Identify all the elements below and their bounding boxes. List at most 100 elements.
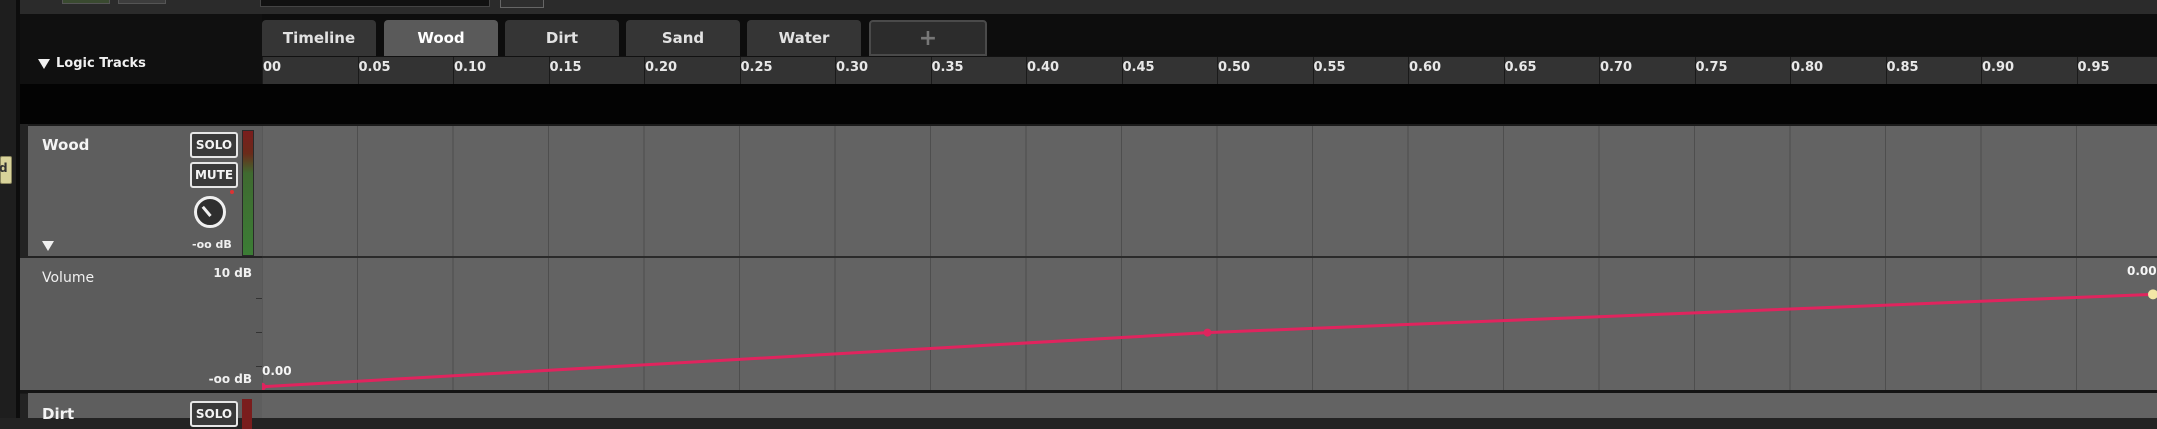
expand-triangle-icon (42, 241, 54, 251)
logic-tracks-spacer (20, 84, 2157, 124)
ruler-tick-label: 0.80 (1791, 60, 1824, 75)
ruler-tick-label: 0.15 (549, 60, 582, 75)
ruler-tick-line (1694, 57, 1696, 85)
track-timeline-area[interactable] (262, 393, 2157, 418)
add-tab-button[interactable]: + (869, 20, 987, 56)
mute-button[interactable]: MUTE (190, 162, 238, 188)
left-side-tag-label: d (0, 161, 8, 175)
tab-label: Dirt (545, 29, 579, 47)
level-meter (242, 399, 252, 429)
automation-point[interactable] (2148, 289, 2157, 300)
ruler-tick-line (1503, 57, 1505, 85)
ruler-tick-label: 0.40 (1027, 60, 1060, 75)
volume-lane-name: Volume (42, 270, 95, 286)
logic-tracks-label: Logic Tracks (56, 56, 146, 71)
ruler-tick-label: 0.45 (1122, 60, 1155, 75)
logic-tracks-toggle[interactable]: Logic Tracks (38, 56, 146, 71)
track-header-dirt: Dirt SOLO (28, 393, 262, 429)
tab-label: Water (778, 29, 830, 47)
plus-icon: + (918, 25, 938, 51)
ruler-tick-line (548, 57, 550, 85)
expand-triangle-icon (38, 58, 50, 69)
ruler-tick-label: 0.95 (2077, 60, 2110, 75)
left-edge-panel (0, 0, 16, 418)
scale-tick (256, 366, 262, 367)
ruler-tick-line (453, 57, 454, 85)
ruler-tick-line (1790, 57, 1791, 85)
ruler-tick-line (2076, 57, 2078, 85)
track-header-wood: Wood SOLO MUTE -oo dB (28, 124, 262, 258)
top-field-button[interactable] (500, 0, 544, 8)
automation-lane-canvas[interactable] (262, 126, 2157, 392)
knob-indicator-dot (230, 190, 234, 194)
ruler-tick-label: 0.10 (454, 60, 487, 75)
left-side-tag[interactable]: d (0, 156, 12, 184)
tab-water[interactable]: Water (747, 20, 861, 56)
ruler-tick-line (930, 57, 932, 85)
volume-min-label: -oo dB (208, 372, 252, 386)
ruler-tick-label: 0.50 (1218, 60, 1251, 75)
tab-wood[interactable]: Wood (384, 20, 498, 56)
solo-button[interactable]: SOLO (190, 401, 238, 427)
ruler-tick-label: 0.35 (931, 60, 964, 75)
top-toolbar-strip (20, 0, 2157, 14)
ruler-tick-line (1217, 57, 1218, 85)
ruler-tick-label: 00 (263, 60, 282, 75)
volume-max-label: 10 dB (213, 266, 252, 280)
ruler-tick-line (835, 57, 836, 85)
lane-divider (262, 256, 2157, 258)
track-expand-toggle[interactable] (42, 236, 54, 255)
ruler-tick-label: 0.25 (740, 60, 773, 75)
knob-needle-icon (201, 205, 212, 217)
level-meter (242, 130, 254, 256)
gain-readout: -oo dB (192, 238, 232, 251)
ruler-tick-label: 0.20 (645, 60, 678, 75)
scale-tick (256, 298, 262, 299)
ruler-tick-label: 0.30 (836, 60, 869, 75)
ruler-tick-line (1408, 57, 1409, 85)
top-toolbar-button-2[interactable] (118, 0, 166, 4)
volume-automation-line[interactable] (262, 292, 2154, 389)
tab-bar: Timeline Wood Dirt Sand Water + (262, 14, 2157, 56)
tab-label: Sand (661, 29, 705, 47)
left-divider (16, 0, 20, 418)
tab-sand[interactable]: Sand (626, 20, 740, 56)
ruler-tick-line (1981, 57, 1982, 85)
tab-timeline[interactable]: Timeline (262, 20, 376, 56)
top-input-field[interactable] (260, 0, 490, 7)
track-name: Wood (42, 136, 90, 154)
automation-point[interactable] (262, 382, 266, 391)
ruler-tick-line (1599, 57, 1600, 85)
ruler-tick-label: 0.65 (1504, 60, 1537, 75)
gain-knob[interactable] (194, 196, 226, 228)
ruler-tick-line (1026, 57, 1027, 85)
top-toolbar-button-1[interactable] (62, 0, 110, 4)
time-ruler[interactable]: 00 0.05 0.10 0.15 0.20 0.25 0.30 0.35 0.40 0.45 0.… (262, 56, 2157, 85)
ruler-tick-line (1121, 57, 1123, 85)
track-separator (20, 390, 2157, 393)
ruler-tick-label: 0.05 (358, 60, 391, 75)
ruler-tick-label: 0.60 (1409, 60, 1442, 75)
tab-label: Wood (417, 29, 465, 47)
solo-button[interactable]: SOLO (190, 132, 238, 158)
ruler-tick-line (1312, 57, 1314, 85)
track-list-header (20, 14, 262, 84)
automation-start-value: 0.00 (262, 364, 292, 378)
ruler-tick-line (262, 57, 263, 85)
ruler-tick-line (739, 57, 741, 85)
tab-label: Timeline (282, 29, 356, 47)
volume-lane-header: Volume 10 dB -oo dB (20, 256, 262, 394)
tab-dirt[interactable]: Dirt (505, 20, 619, 56)
ruler-tick-label: 0.85 (1886, 60, 1919, 75)
ruler-tick-label: 0.70 (1600, 60, 1633, 75)
ruler-tick-label: 0.90 (1982, 60, 2015, 75)
ruler-tick-line (1885, 57, 1887, 85)
track-timeline-area[interactable] (262, 124, 2157, 392)
ruler-tick-label: 0.75 (1695, 60, 1728, 75)
automation-point[interactable] (1203, 328, 1212, 337)
track-name: Dirt (42, 405, 75, 423)
ruler-tick-line (644, 57, 645, 85)
scale-tick (256, 332, 262, 333)
automation-end-value: 0.00 (2127, 264, 2157, 278)
ruler-tick-label: 0.55 (1313, 60, 1346, 75)
